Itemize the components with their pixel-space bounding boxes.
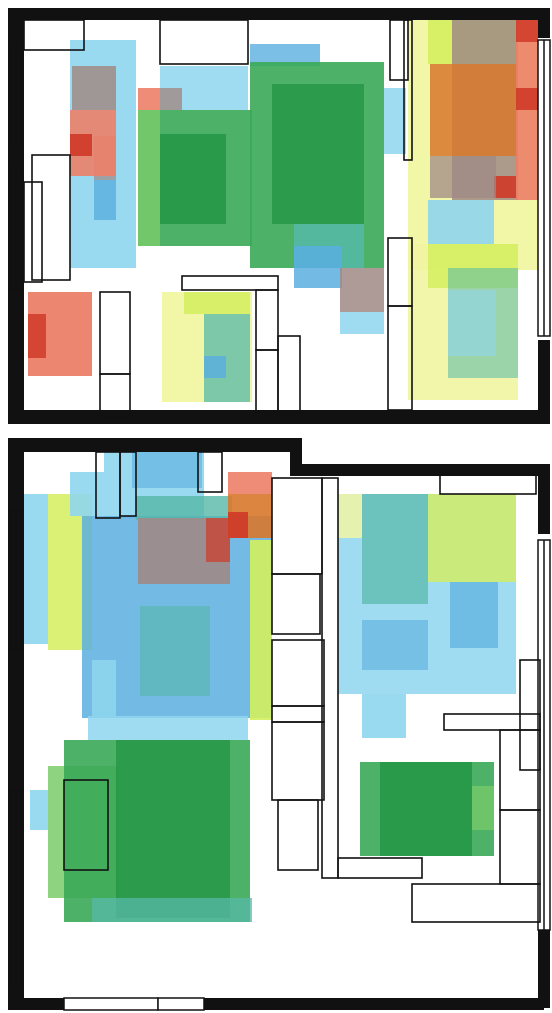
desk-zone (162, 292, 252, 402)
upper-floor-plan (8, 8, 551, 424)
right-room-zone (338, 494, 516, 738)
bottom-left-hotspot (28, 292, 92, 376)
lower-furniture (63, 451, 541, 923)
right-corridor-zone (408, 244, 518, 400)
upper-heat-layer (28, 20, 538, 402)
lower-walls (8, 438, 550, 1010)
lower-windows (9, 509, 551, 1011)
lower-heat-layer (24, 450, 516, 922)
left-cabinet-hotspot (70, 110, 116, 176)
lower-floor-plan (8, 438, 551, 1011)
upper-windows (9, 39, 551, 337)
upper-furniture (23, 19, 413, 419)
central-living-zone (138, 44, 406, 334)
dining-zone (30, 740, 252, 922)
top-left-room-zone (24, 450, 272, 740)
right-bed-zone (360, 762, 494, 856)
right-kitchen-zone (408, 20, 538, 270)
top-left-hotspot (138, 472, 272, 584)
